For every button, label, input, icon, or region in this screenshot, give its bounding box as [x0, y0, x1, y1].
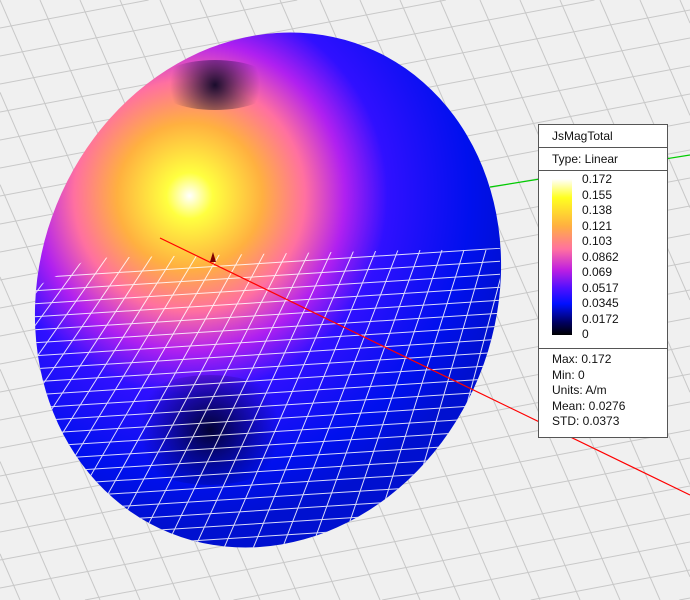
- grid-line: [0, 0, 149, 29]
- grid-line: [30, 311, 500, 346]
- tick-label: 0.138: [582, 203, 613, 217]
- grid-line: [30, 298, 500, 333]
- grid-line: [30, 285, 500, 320]
- grid-line: [30, 249, 135, 448]
- tick-label: 0.069: [582, 265, 613, 279]
- grid-line: [679, 0, 690, 24]
- grid-line: [299, 249, 421, 560]
- tick-label: 0.0862: [582, 249, 619, 264]
- tick-label: 0.103: [582, 234, 613, 248]
- grid-line: [30, 376, 500, 411]
- grid-line: [179, 249, 333, 560]
- grid-line: [30, 389, 500, 424]
- grid-line: [30, 249, 157, 489]
- grid-line: [0, 0, 298, 57]
- grid-line: [639, 0, 690, 116]
- grid-line: [30, 249, 91, 375]
- grid-line: [530, 569, 690, 600]
- grid-line: [239, 249, 377, 560]
- color-legend[interactable]: JsMagTotal Type: Linear 0.172 0.155 0.13…: [538, 124, 668, 438]
- grid-line: [30, 350, 500, 385]
- tick-label: 0.0517: [582, 280, 619, 295]
- tick-label: 0.0345: [582, 296, 619, 310]
- grid-line: [0, 553, 21, 600]
- grid-line: [30, 249, 113, 410]
- grid-line: [30, 337, 500, 372]
- tick-label: 0.121: [582, 218, 613, 233]
- grid-line: [0, 0, 446, 85]
- x-axis-line: [159, 237, 690, 496]
- legend-type: Type: Linear: [539, 148, 667, 171]
- grid-line: [0, 250, 24, 280]
- grid-line: [599, 0, 690, 208]
- stat-max: Max: 0.172: [552, 352, 612, 366]
- grid-line: [30, 558, 500, 560]
- grid-line: [30, 272, 500, 307]
- grid-line: [30, 428, 500, 463]
- grid-line: [382, 541, 690, 600]
- tick-label: 0.0172: [582, 311, 619, 326]
- tick-label: 0: [582, 327, 589, 341]
- stat-min: Min: 0: [552, 367, 585, 382]
- origin-marker-icon: [210, 252, 216, 262]
- stat-std: STD: 0.0373: [552, 414, 620, 428]
- tick-label: 0.155: [582, 187, 613, 202]
- grid-line: [30, 248, 500, 281]
- grid-line: [30, 402, 500, 437]
- grid-line: [233, 513, 690, 600]
- colorbar: [552, 179, 572, 335]
- grid-line: [84, 485, 690, 600]
- color-scale: 0.172 0.155 0.138 0.121 0.103 0.0862 0.0…: [539, 171, 667, 349]
- grid-line: [30, 415, 500, 450]
- stat-mean: Mean: 0.0276: [552, 398, 626, 413]
- grid-line: [30, 441, 500, 476]
- tick-label: 0.172: [582, 172, 613, 186]
- grid-line: [0, 461, 61, 600]
- grid-line: [30, 324, 500, 359]
- stat-units: Units: A/m: [552, 383, 607, 397]
- grid-line: [149, 249, 311, 560]
- grid-line: [30, 545, 500, 560]
- legend-title: JsMagTotal: [539, 125, 667, 148]
- grid-line: [0, 369, 101, 600]
- grid-line: [30, 363, 500, 398]
- grid-line: [30, 259, 500, 294]
